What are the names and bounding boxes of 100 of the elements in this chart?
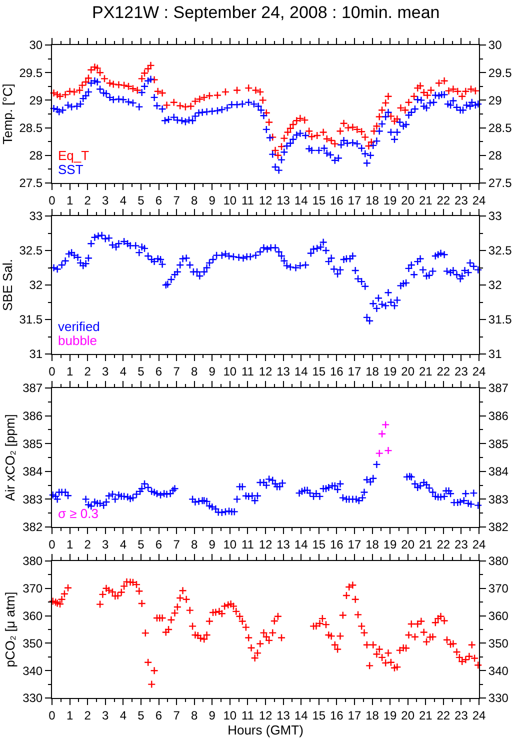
x-tick-label: 17 [348,537,362,552]
y-tick-label: 350 [22,636,43,650]
x-tick-label: 2 [84,193,92,208]
y2-tick-label: 32 [488,278,502,292]
x-tick-label: 2 [84,537,92,552]
x-tick-label: 4 [120,364,127,378]
x-tick-label: 18 [366,364,380,378]
x-tick-label: 3 [102,193,110,208]
x-tick-label: 15 [312,364,326,378]
x-tick-label: 5 [138,193,145,208]
x-tick-label: 9 [208,537,216,552]
x-tick-label: 16 [330,708,344,722]
y-axis-title: pCO₂ [μ atm] [2,592,18,668]
y-tick-label: 385 [22,436,43,451]
x-tick-label: 18 [366,708,380,722]
x-tick-label: 13 [276,708,290,722]
x-tick-label: 11 [241,708,254,722]
x-tick-label: 24 [472,708,486,722]
x-tick-label: 0 [48,364,56,378]
y2-tick-label: 28 [488,148,502,163]
x-tick-label: 13 [276,364,290,378]
x-tick-label: 23 [454,364,468,378]
x-tick-label: 6 [155,193,162,208]
x-tick-label: 18 [366,193,380,208]
x-tick-label: 24 [472,364,486,378]
y-tick-label: 32 [29,278,43,292]
y-tick-label: 32.5 [19,244,43,258]
x-tick-label: 10 [223,537,237,552]
x-tick-label: 12 [258,193,272,208]
x-tick-label: 23 [454,708,468,722]
y-axis-title: Air xCO₂ [ppm] [2,414,18,501]
x-tick-label: 16 [330,537,344,552]
y-tick-label: 29.5 [19,66,43,80]
x-tick-label: 24 [472,537,486,552]
x-tick-label: 16 [330,193,344,208]
text: SST [58,162,84,177]
x-tick-label: 22 [436,193,450,208]
y2-tick-label: 386 [488,409,509,423]
x-tick-label: 24 [472,193,486,208]
y-tick-label: 31.5 [19,312,43,327]
y2-tick-label: 31.5 [488,312,512,327]
y2-tick-label: 384 [488,464,509,479]
x-tick-label: 19 [383,537,398,552]
y2-tick-label: 33 [488,209,502,224]
y-tick-label: 386 [22,409,43,423]
x-tick-label: 19 [383,708,398,722]
x-tick-label: 12 [258,708,272,722]
x-tick-label: 20 [401,537,415,552]
y2-tick-label: 31 [488,347,502,362]
x-tick-label: 6 [155,537,162,552]
x-tick-label: 19 [383,364,398,378]
y2-tick-label: 29 [488,93,502,108]
x-tick-label: 19 [383,193,398,208]
point [384,446,392,455]
x-tick-label: 2 [84,364,92,378]
x-tick-label: 11 [241,193,254,208]
x-tick-label: 21 [418,537,433,552]
x-tick-label: 10 [223,364,237,378]
x-tick-label: 6 [155,708,162,722]
x-tick-label: 11 [241,364,254,378]
x-tick-label: 1 [66,364,74,378]
y2-tick-label: 350 [488,636,509,650]
y2-tick-label: 28.5 [488,121,512,135]
x-tick-label: 23 [454,537,468,552]
x-tick-label: 14 [294,537,308,552]
x-tick-label: 13 [276,193,290,208]
legend-label: bubble [58,333,98,348]
y2-tick-label: 330 [488,691,509,706]
x-tick-label: 0 [48,193,56,208]
y-tick-label: 380 [22,554,43,568]
x-tick-label: 11 [241,537,254,552]
y-tick-label: 28 [29,148,43,163]
text: Eq_T [58,148,90,163]
x-tick-label: 22 [436,537,450,552]
x-tick-label: 23 [454,193,468,208]
y-axis-title: SBE Sal. [0,258,15,312]
y-tick-label: 28.5 [19,121,43,135]
y2-tick-label: 27.5 [488,176,512,190]
x-tick-label: 15 [312,537,326,552]
x-tick-label: 1 [66,193,74,208]
y-tick-label: 340 [22,664,43,678]
text: σ ≥ 0.3 [58,506,98,521]
text: verified [58,319,100,334]
x-tick-label: 4 [120,193,127,208]
y-axis-title: Temp. [°C] [0,84,15,144]
x-tick-label: 0 [48,708,56,722]
x-tick-label: 14 [294,364,308,378]
x-tick-label: 8 [190,193,198,208]
y-tick-label: 360 [22,609,43,623]
x-tick-label: 10 [223,708,237,722]
x-tick-label: 3 [102,364,110,378]
y-tick-label: 330 [22,691,43,706]
x-tick-label: 12 [258,537,272,552]
x-tick-label: 3 [102,708,110,722]
y-tick-label: 31 [29,347,43,362]
point [381,420,390,429]
x-tick-label: 8 [190,708,198,722]
y2-tick-label: 387 [488,381,509,396]
x-tick-label: 22 [436,708,450,722]
x-tick-label: 15 [312,708,326,722]
